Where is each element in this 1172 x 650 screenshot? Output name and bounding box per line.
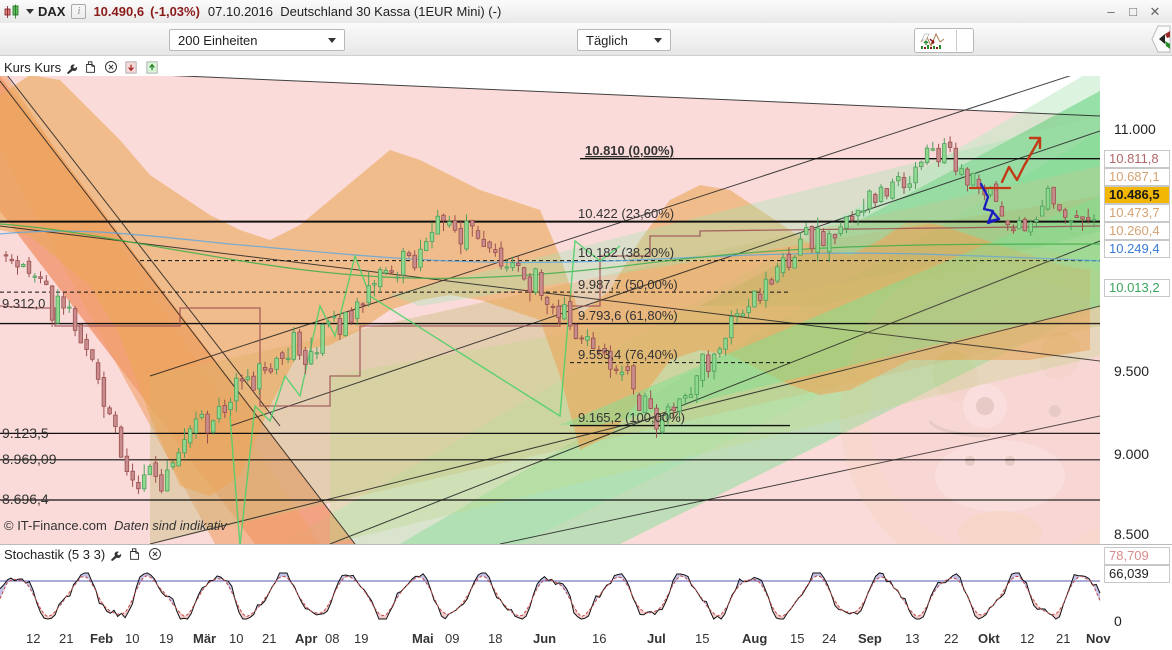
- svg-text:10.182 (38,20%): 10.182 (38,20%): [578, 245, 674, 260]
- svg-text:9.165,2 (100,00%): 9.165,2 (100,00%): [578, 410, 685, 425]
- svg-text:10.810 (0,00%): 10.810 (0,00%): [585, 143, 674, 158]
- svg-text:9.553,4 (76,40%): 9.553,4 (76,40%): [578, 347, 678, 362]
- svg-text:9.987,7 (50,00%): 9.987,7 (50,00%): [578, 277, 678, 292]
- svg-text:10.422 (23,60%): 10.422 (23,60%): [578, 206, 674, 221]
- svg-text:8.969,09: 8.969,09: [2, 451, 57, 467]
- svg-text:8.696,4: 8.696,4: [2, 491, 49, 507]
- svg-text:9.793,6 (61,80%): 9.793,6 (61,80%): [578, 308, 678, 323]
- svg-text:9.312,0: 9.312,0: [2, 296, 45, 311]
- svg-text:9.123,5: 9.123,5: [2, 425, 49, 441]
